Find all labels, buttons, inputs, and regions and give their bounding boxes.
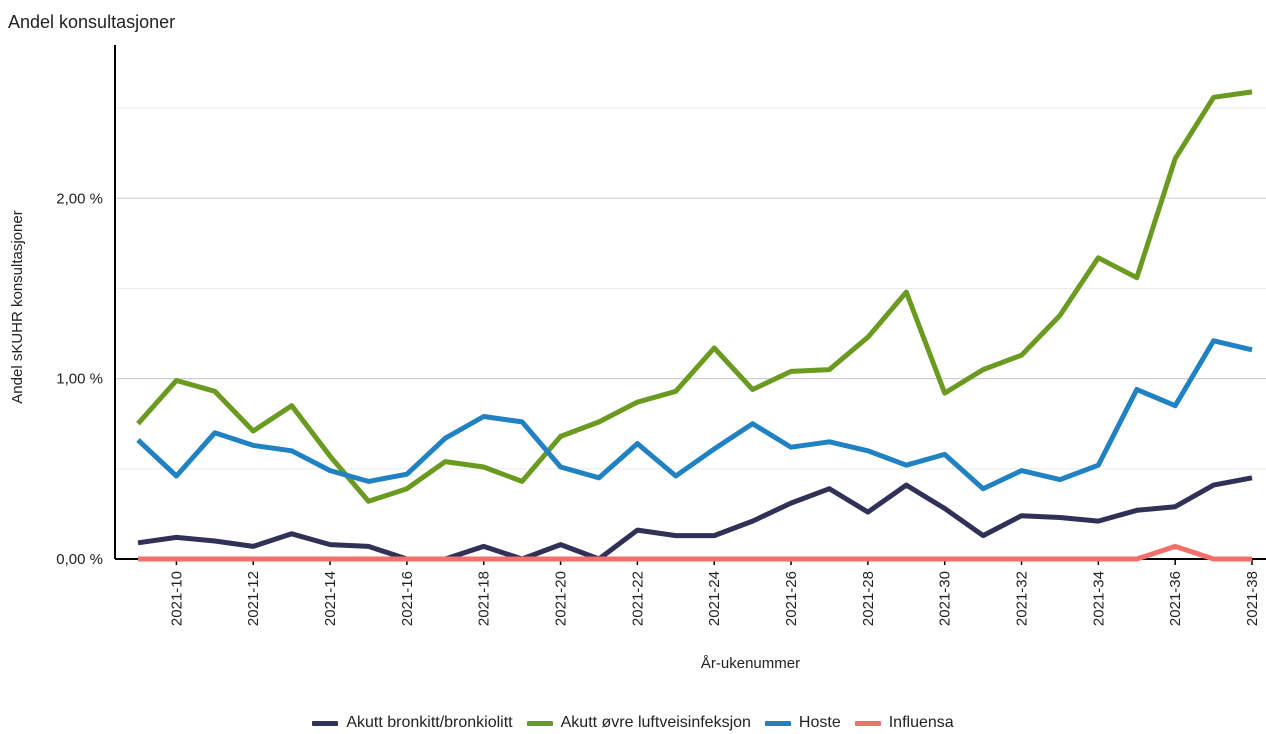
x-tick-label: 2021-30 (937, 571, 954, 626)
legend-swatch (526, 720, 553, 726)
x-tick-label: 2021-38 (1244, 571, 1261, 626)
x-tick-label: 2021-28 (860, 571, 877, 626)
legend-label: Hoste (798, 714, 841, 731)
x-axis-title: År-ukenummer (701, 655, 800, 672)
x-tick-label: 2021-12 (245, 571, 262, 626)
y-tick-label: 0,00 % (56, 551, 103, 568)
legend-swatch (764, 720, 791, 726)
x-tick-label: 2021-36 (1167, 571, 1184, 626)
legend-label: Akutt øvre luftveisinfeksjon (560, 714, 751, 731)
x-tick-label: 2021-20 (553, 571, 570, 626)
x-tick-label: 2021-26 (783, 571, 800, 626)
y-axis-title: Andel sKUHR konsultasjoner (9, 210, 26, 403)
x-tick-label: 2021-22 (629, 571, 646, 626)
series-line-1 (136, 89, 1253, 504)
legend-item: Hoste (764, 714, 841, 732)
x-tick-label: 2021-16 (399, 571, 416, 626)
line-chart: 0,00 % 1,00 % 2,00 % 2021-10 2021-12 2021-14 2… (9, 45, 1266, 672)
x-tick-label: 2021-34 (1090, 571, 1107, 626)
series-line-0 (137, 475, 1253, 562)
legend-item: Influensa (854, 714, 954, 732)
x-tick-label: 2021-18 (476, 571, 493, 626)
chart-title: Andel konsultasjoner (8, 12, 176, 32)
legend-label: Influensa (888, 714, 954, 731)
x-tick-label: 2021-32 (1014, 571, 1031, 626)
x-tick-label: 2021-10 (168, 571, 185, 626)
legend-swatch (854, 720, 881, 726)
legend-label: Akutt bronkitt/bronkiolitt (346, 714, 513, 731)
x-tick-label: 2021-14 (322, 571, 339, 626)
series-line-2 (136, 338, 1253, 492)
legend: Akutt bronkitt/bronkiolitt Akutt øvre luf… (0, 712, 1266, 734)
legend-item: Akutt øvre luftveisinfeksjon (526, 714, 751, 732)
legend-item: Akutt bronkitt/bronkiolitt (312, 714, 513, 732)
x-tick-label: 2021-24 (706, 571, 723, 626)
y-tick-label: 2,00 % (56, 190, 103, 207)
series-line-3 (138, 543, 1252, 562)
y-tick-label: 1,00 % (56, 371, 103, 388)
legend-swatch (312, 720, 339, 726)
